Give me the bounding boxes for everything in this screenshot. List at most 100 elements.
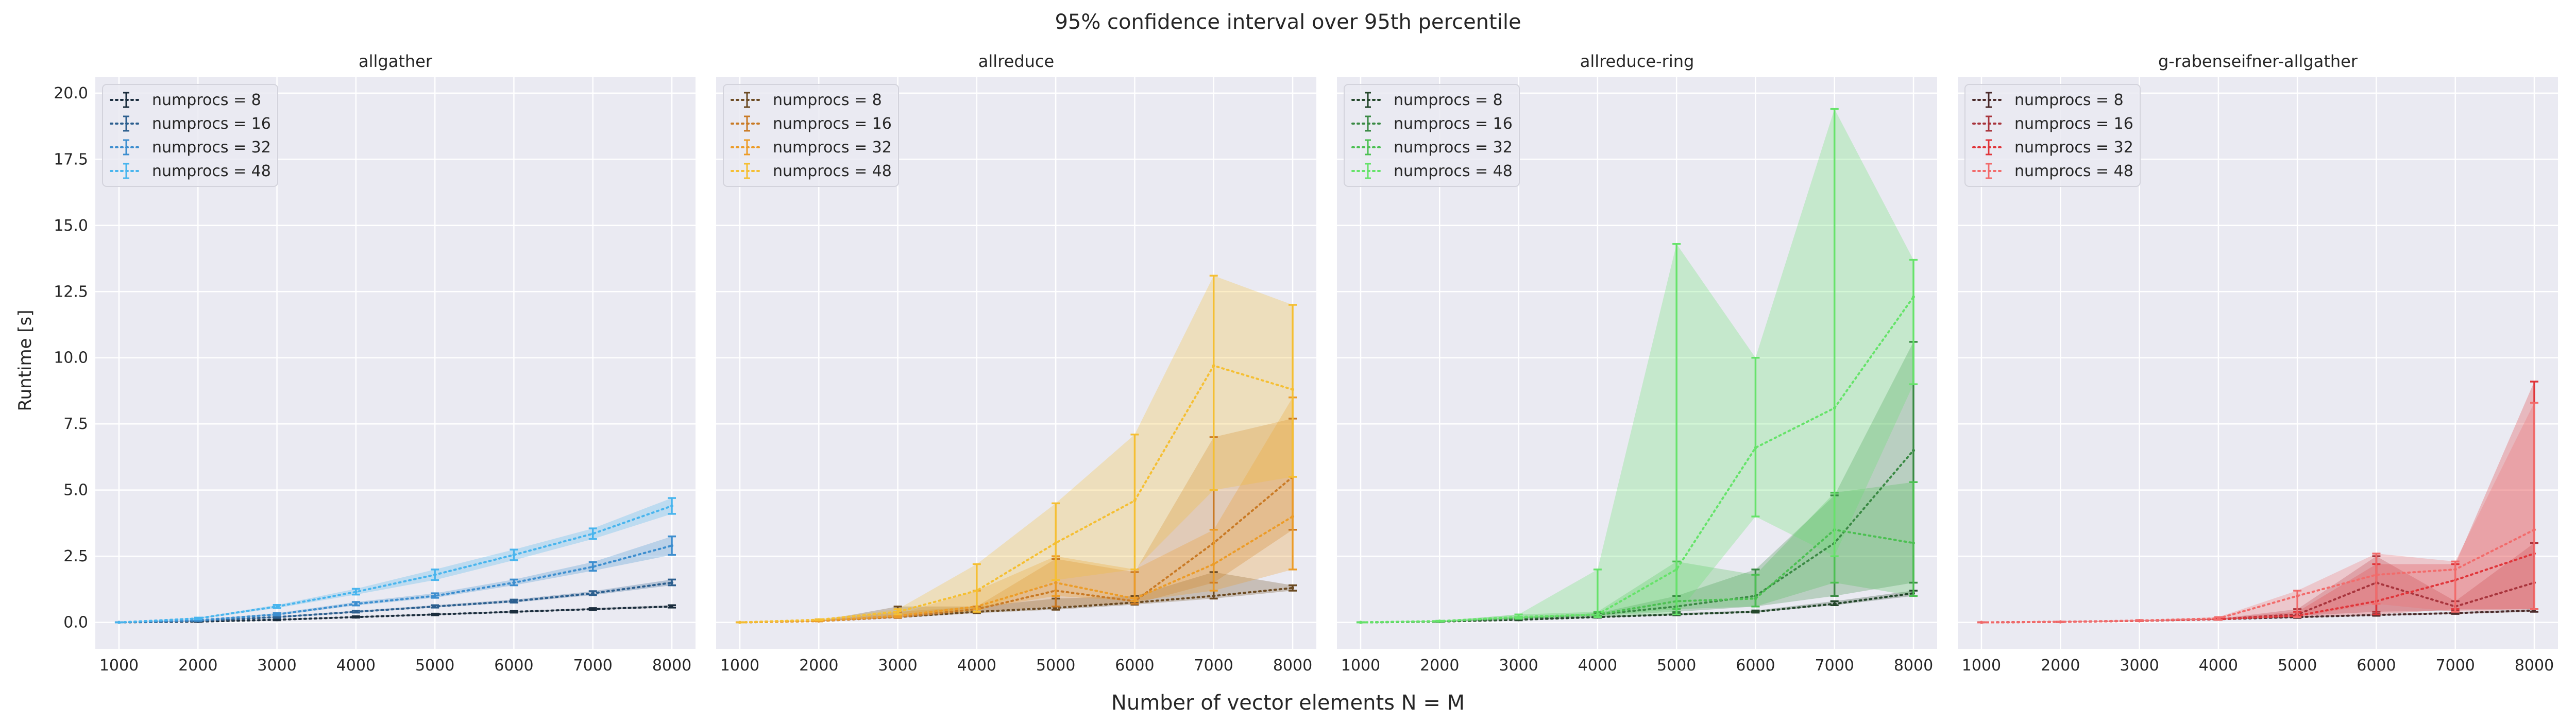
data-point (354, 615, 358, 619)
x-tick-label: 2000 (178, 657, 217, 675)
data-point (275, 613, 279, 616)
data-point (2059, 620, 2062, 624)
data-point (975, 589, 978, 592)
data-point (591, 607, 595, 611)
data-point (1754, 597, 1757, 600)
x-tick-label: 3000 (257, 657, 296, 675)
legend-label: numprocs = 16 (773, 115, 892, 133)
x-tick-label: 7000 (1815, 657, 1854, 675)
data-point (1596, 613, 1599, 616)
confidence-band (739, 276, 1293, 623)
confidence-band (1981, 403, 2535, 623)
data-point (1438, 619, 1442, 623)
data-point (1912, 295, 1916, 299)
data-point (1833, 406, 1836, 410)
y-tick-label: 10.0 (54, 349, 88, 367)
x-tick-label: 2000 (1420, 657, 1459, 675)
data-point (433, 613, 437, 616)
confidence-band (739, 572, 1293, 623)
subplot-3: 1000 2000 3000 4000 5000 6000 7000 8000 g-rabens… (1958, 51, 2558, 675)
legend-label: numprocs = 48 (152, 162, 271, 180)
x-tick-label: 7000 (1194, 657, 1233, 675)
legend-label: numprocs = 32 (2014, 139, 2133, 157)
series-line (117, 605, 673, 624)
legend-box (1964, 84, 2141, 187)
y-tick-label: 2.5 (63, 547, 88, 565)
x-tick-label: 5000 (1036, 657, 1075, 675)
x-tick-label: 1000 (1962, 657, 2001, 675)
x-tick-label: 4000 (336, 657, 376, 675)
y-tick-label: 12.5 (54, 283, 88, 301)
series-line (738, 515, 1294, 624)
y-tick-label: 20.0 (54, 84, 88, 102)
x-tick-label: 2000 (799, 657, 838, 675)
data-point (670, 581, 674, 584)
x-tick-label: 8000 (1273, 657, 1312, 675)
figure-suptitle: 95% confidence interval over 95th percen… (1055, 10, 1521, 34)
data-point (117, 621, 121, 624)
legend-label: numprocs = 16 (1394, 115, 1513, 133)
confidence-band (1981, 381, 2535, 623)
data-point (591, 592, 595, 595)
x-tick-label: 8000 (2515, 657, 2554, 675)
subplot-group: 1000 2000 3000 4000 5000 6000 7000 8000 0.0 2.5 5.… (54, 51, 2558, 675)
legend-box (102, 84, 278, 187)
x-tick-label: 4000 (1578, 657, 1617, 675)
y-tick-label: 7.5 (63, 415, 88, 433)
data-point (1212, 562, 1215, 566)
subplot-title: allgather (359, 51, 433, 71)
series-line (117, 581, 673, 624)
data-point (1133, 499, 1137, 503)
series-line (1980, 528, 2536, 624)
x-tick-label: 6000 (1736, 657, 1775, 675)
subplot-title: allreduce (978, 51, 1054, 71)
data-point (275, 618, 279, 622)
y-tick-label: 0.0 (63, 614, 88, 632)
data-point (1291, 586, 1295, 590)
x-tick-label: 3000 (1499, 657, 1538, 675)
confidence-band (1360, 109, 1914, 623)
data-point (817, 618, 821, 622)
data-point (896, 610, 900, 614)
data-point (670, 544, 674, 547)
data-point (354, 602, 358, 606)
legend-box (723, 84, 899, 187)
data-point (1054, 541, 1058, 545)
y-tick-label: 5.0 (63, 481, 88, 500)
data-point (1359, 621, 1362, 624)
x-tick-label: 4000 (2199, 657, 2238, 675)
data-point (433, 605, 437, 608)
data-point (1517, 615, 1520, 619)
x-tick-label: 1000 (1341, 657, 1380, 675)
x-tick-label: 5000 (2278, 657, 2317, 675)
confidence-band (1360, 482, 1914, 623)
x-tick-label: 3000 (878, 657, 917, 675)
legend-label: numprocs = 48 (773, 162, 892, 180)
series-line (738, 364, 1294, 624)
x-tick-label: 1000 (99, 657, 139, 675)
legend-label: numprocs = 48 (1394, 162, 1513, 180)
x-tick-label: 5000 (1657, 657, 1696, 675)
x-tick-label: 4000 (957, 657, 996, 675)
data-point (1212, 364, 1215, 368)
legend-label: numprocs = 8 (1394, 91, 1503, 109)
legend-label: numprocs = 8 (2014, 91, 2124, 109)
x-tick-label: 8000 (652, 657, 691, 675)
x-tick-label: 7000 (2436, 657, 2475, 675)
data-point (2138, 619, 2141, 623)
data-point (512, 553, 516, 557)
confidence-band (1360, 341, 1914, 623)
subplot-1: 1000 2000 3000 4000 5000 6000 7000 8000 allreduc… (716, 51, 1316, 675)
y-tick-label: 15.0 (54, 217, 88, 235)
data-point (512, 610, 516, 614)
figure-y-axis-label: Runtime [s] (15, 309, 36, 411)
data-point (1133, 597, 1137, 600)
x-tick-label: 5000 (415, 657, 454, 675)
data-point (2216, 616, 2220, 620)
legend-label: numprocs = 16 (152, 115, 271, 133)
data-point (354, 590, 358, 594)
data-point (1754, 446, 1757, 450)
data-point (1754, 610, 1757, 614)
series-line (1359, 296, 1915, 624)
data-point (512, 599, 516, 603)
